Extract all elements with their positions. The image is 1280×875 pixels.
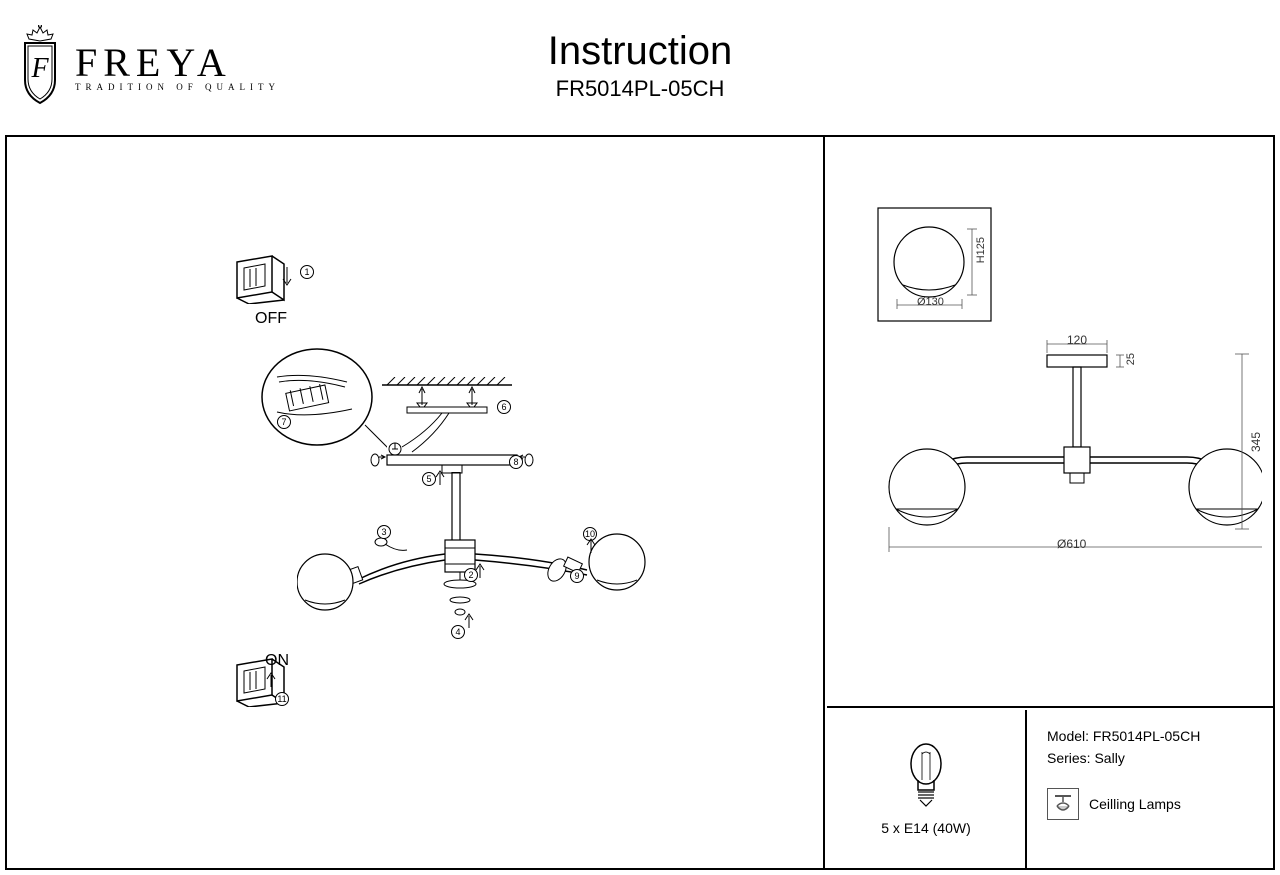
bulb-spec: 5 x E14 (40W) xyxy=(881,820,970,836)
step-9: 9 xyxy=(570,569,584,583)
bulb-icon xyxy=(906,742,946,812)
chandelier-body-icon xyxy=(297,522,677,652)
svg-text:F: F xyxy=(30,53,49,84)
category-label: Ceilling Lamps xyxy=(1089,796,1181,812)
step-8: 8 xyxy=(509,455,523,469)
ceiling-lamp-icon xyxy=(1047,788,1079,820)
brand-tagline: TRADITION OF QUALITY xyxy=(75,82,280,92)
on-label: ON xyxy=(265,652,289,670)
step-11: 11 xyxy=(275,692,289,706)
dimensions-panel: Ø130 H125 xyxy=(827,137,1275,708)
arrow-up-icon xyxy=(434,469,446,487)
model-label: Model: xyxy=(1047,728,1089,744)
series-row: Series: Sally xyxy=(1047,750,1257,766)
canopy-w-label: 120 xyxy=(1067,333,1087,347)
globe-h-label: H125 xyxy=(975,237,987,263)
bulb-panel: 5 x E14 (40W) xyxy=(827,710,1027,868)
wiring-detail-icon xyxy=(257,347,387,457)
model-row: Model: FR5014PL-05CH xyxy=(1047,728,1257,744)
arrow-down-icon xyxy=(277,265,297,289)
header: F FREYA TRADITION OF QUALITY Instruction… xyxy=(5,5,1275,125)
series-label: Series: xyxy=(1047,750,1091,766)
model-code: FR5014PL-05CH xyxy=(548,76,733,102)
total-h-label: 345 xyxy=(1249,432,1263,452)
page-title: Instruction xyxy=(548,29,733,74)
arrow-up-icon-2 xyxy=(474,562,486,580)
total-dia-label: Ø610 xyxy=(1057,537,1086,551)
step-1: 1 xyxy=(300,265,314,279)
step-3: 3 xyxy=(377,525,391,539)
globe-dia-label: Ø130 xyxy=(917,296,944,308)
brand-logo: F FREYA TRADITION OF QUALITY xyxy=(15,25,280,105)
arrow-up-icon-3 xyxy=(463,612,475,630)
series-value: Sally xyxy=(1094,750,1124,766)
category-row: Ceilling Lamps xyxy=(1047,788,1257,820)
title-block: Instruction FR5014PL-05CH xyxy=(548,29,733,102)
shield-crown-icon: F xyxy=(15,25,65,105)
step-6: 6 xyxy=(497,400,511,414)
drawing-frame: OFF 1 7 xyxy=(5,135,1275,870)
assembly-panel: OFF 1 7 xyxy=(7,137,825,868)
step-7: 7 xyxy=(277,415,291,429)
off-label: OFF xyxy=(255,310,287,328)
info-panel: Model: FR5014PL-05CH Series: Sally Ceill… xyxy=(1029,710,1275,868)
arrow-up-icon-5 xyxy=(265,671,277,689)
brand-name: FREYA xyxy=(75,39,280,86)
model-value: FR5014PL-05CH xyxy=(1093,728,1200,744)
arrow-up-icon-4 xyxy=(585,537,597,555)
canopy-h-label: 25 xyxy=(1125,353,1137,365)
